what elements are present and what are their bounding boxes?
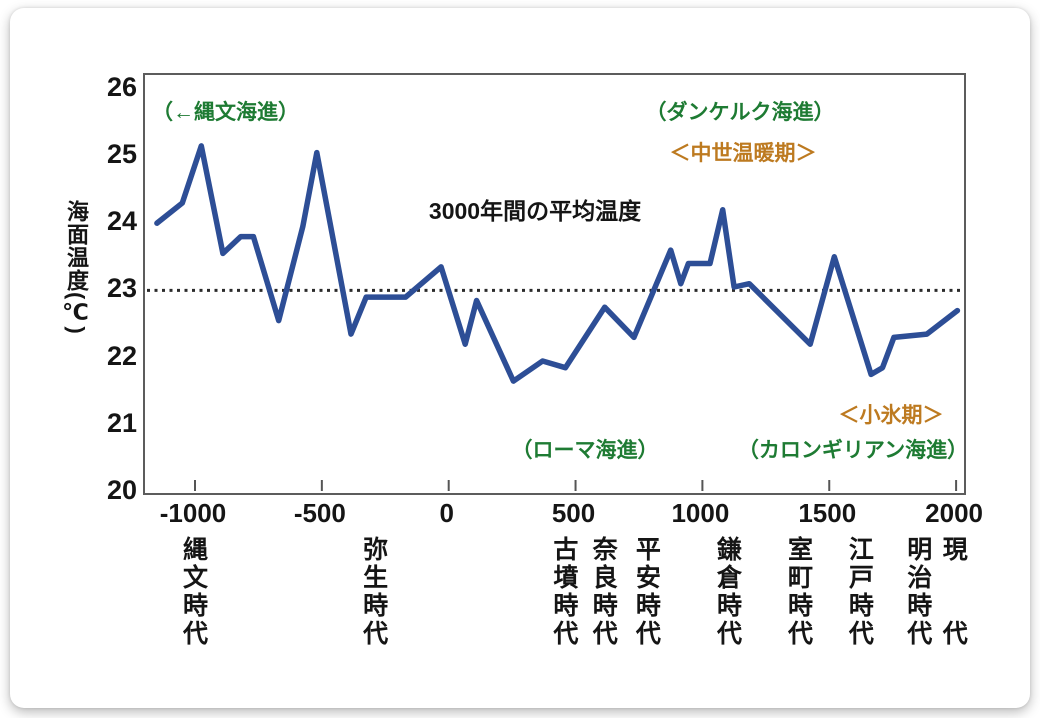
era-label: 縄文時代 <box>179 536 208 648</box>
jomon-transgression: （←縄文海進） <box>152 101 299 124</box>
temperature-line <box>154 143 961 384</box>
x-tick-label: 2000 <box>925 498 984 528</box>
era-label: 明治時代 <box>903 536 932 648</box>
y-tick-label: 20 <box>106 475 137 505</box>
medieval-warm-period: ＜中世温暖期＞ <box>669 142 817 165</box>
chart-title: 3000年間の平均温度 <box>428 198 642 224</box>
era-label: 現 代 <box>939 536 968 648</box>
roman-transgression: （ローマ海進） <box>511 439 659 462</box>
era-label: 古墳時代 <box>549 536 578 648</box>
x-tick-label: 0 <box>439 498 454 528</box>
era-label: 江戸時代 <box>845 536 874 648</box>
era-label: 鎌倉時代 <box>713 536 742 648</box>
era-label: 平安時代 <box>632 536 661 648</box>
sea-temperature-line-chart <box>147 143 962 491</box>
y-tick-label: 21 <box>106 407 137 438</box>
x-tick-label: 1000 <box>671 498 730 528</box>
era-label: 奈良時代 <box>589 536 618 648</box>
y-tick-label: 24 <box>106 206 137 237</box>
x-tick-label: -1000 <box>159 498 227 528</box>
carolingian-transgression: （カロンギリアン海進） <box>737 439 969 462</box>
y-tick-label: 22 <box>106 340 137 371</box>
plot-area <box>143 73 966 495</box>
x-tick-label: -500 <box>293 498 346 528</box>
chart-card: 海面温度(℃) 3000年間の平均温度 20 21 22 23 24 25 26 -1000… <box>10 8 1030 708</box>
x-tick-label: 500 <box>551 498 596 528</box>
era-label: 弥生時代 <box>359 536 388 648</box>
y-tick-label: 23 <box>106 273 137 304</box>
y-tick-label: 26 <box>106 71 137 102</box>
dunkirk-transgression: （ダンケルク海進） <box>645 101 835 124</box>
y-tick-label: 25 <box>106 139 137 169</box>
x-tick-label: 1500 <box>798 498 857 528</box>
little-ice-age: ＜小氷期＞ <box>838 404 944 427</box>
y-axis-title: 海面温度(℃) <box>64 200 89 335</box>
era-label: 室町時代 <box>784 536 813 648</box>
